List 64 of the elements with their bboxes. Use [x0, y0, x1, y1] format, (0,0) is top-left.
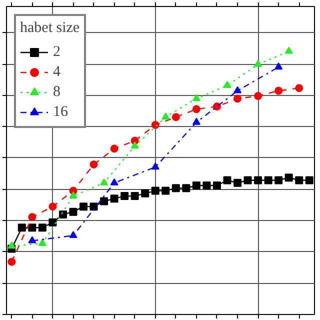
point: [110, 178, 118, 186]
point: [69, 208, 78, 216]
point: [8, 258, 16, 266]
point: [202, 182, 211, 190]
point: [172, 113, 180, 122]
point: [18, 224, 26, 232]
point: [234, 94, 242, 103]
legend-label: 2: [53, 44, 62, 60]
point: [192, 94, 200, 102]
point: [8, 242, 16, 249]
point: [141, 189, 150, 198]
point: [274, 176, 283, 184]
point: [284, 46, 293, 54]
point: [162, 112, 170, 120]
point: [38, 224, 46, 232]
point: [223, 80, 232, 88]
point: [192, 182, 200, 190]
point: [244, 176, 252, 184]
point: [254, 60, 262, 67]
point: [223, 176, 232, 184]
point: [48, 218, 57, 226]
point: [295, 84, 304, 92]
point: [80, 202, 88, 211]
point: [151, 120, 160, 129]
point: [38, 238, 46, 246]
point: [172, 184, 180, 192]
legend-title: habet size: [20, 20, 80, 37]
legend-label: 16: [53, 104, 69, 120]
point: [264, 176, 272, 184]
point: [100, 197, 108, 206]
point: [192, 118, 200, 125]
point: [151, 186, 160, 195]
point: [162, 186, 170, 195]
point: [69, 230, 78, 238]
point: [254, 176, 262, 184]
point: [90, 202, 98, 211]
point: [100, 178, 108, 186]
point: [90, 160, 98, 168]
point: [234, 86, 242, 94]
point: [28, 236, 36, 244]
point: [28, 224, 36, 232]
point: [130, 141, 139, 149]
point: [110, 194, 118, 203]
point: [120, 192, 129, 200]
point: [192, 105, 200, 114]
point: [130, 192, 139, 200]
point: [48, 202, 57, 211]
point: [212, 102, 221, 111]
point: [305, 176, 314, 184]
point: [254, 92, 262, 100]
point: [58, 210, 67, 218]
point: [182, 184, 190, 192]
point: [212, 182, 221, 190]
point: [110, 144, 118, 153]
point: [234, 178, 242, 187]
point: [151, 162, 160, 170]
legend-label: 8: [53, 84, 62, 100]
point: [69, 191, 78, 199]
point: [295, 176, 304, 184]
point: [274, 62, 283, 70]
legend-label: 4: [53, 64, 62, 80]
point: [284, 174, 293, 182]
point: [28, 213, 36, 222]
point: [274, 86, 283, 95]
